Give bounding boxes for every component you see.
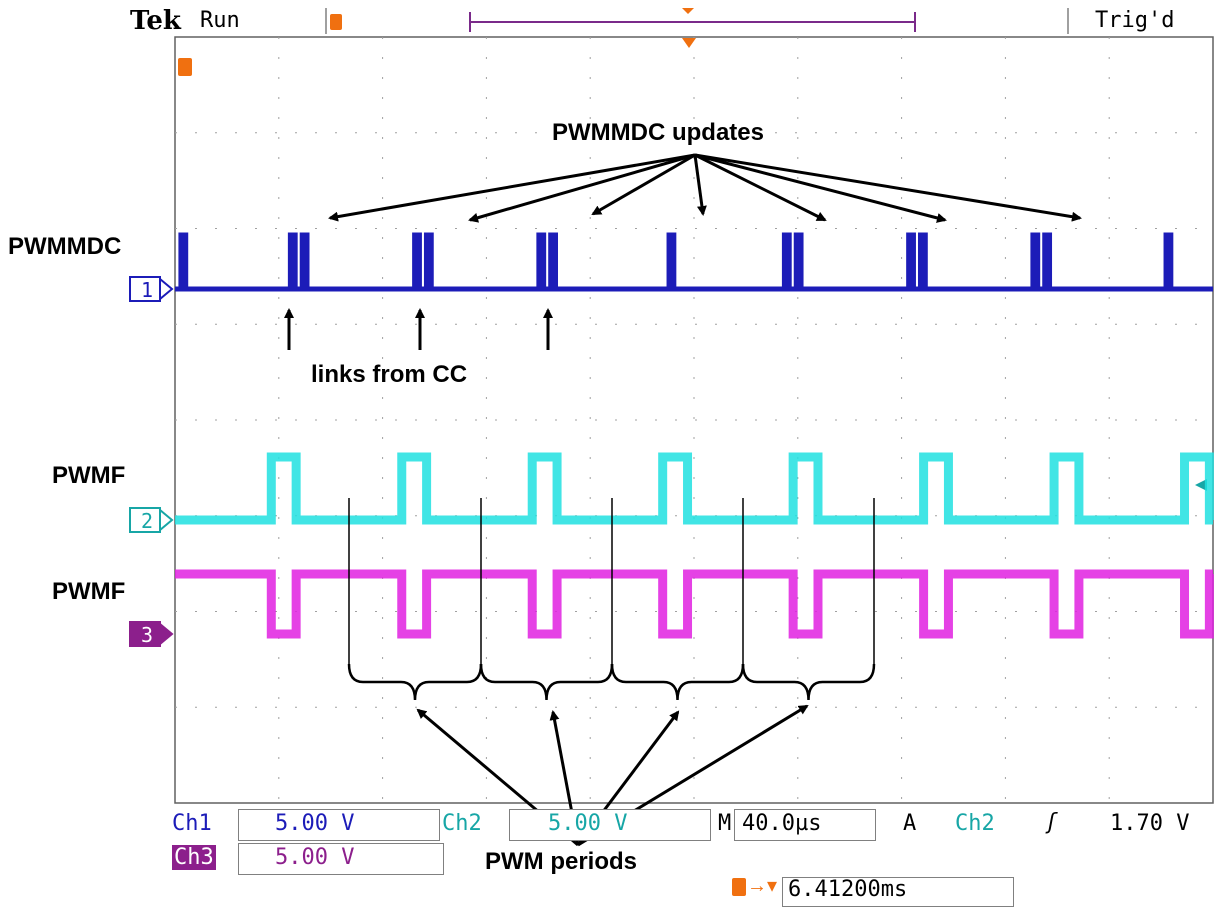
record-trigger-marker: [682, 8, 694, 14]
annotation-pwm-periods: PWM periods: [485, 848, 638, 875]
trigger-delay-box: [782, 877, 1014, 907]
trigger-level: 1.70 V: [1110, 811, 1190, 836]
ch3-scale: 5.00 V: [275, 845, 355, 870]
ch1-scale-box: [238, 809, 440, 841]
trigger-source: Ch2: [955, 811, 995, 836]
ch1-marker-arrow: [159, 276, 174, 302]
period-brace: [479, 663, 614, 701]
ch3-trace: [175, 569, 1214, 639]
graticule: [174, 8, 1214, 804]
trigger-status: Trig'd: [1095, 8, 1175, 33]
update-arrow: [694, 153, 947, 223]
graticule-frame: [174, 36, 1214, 804]
run-status: Run: [200, 8, 240, 33]
trigger-position-icon: [330, 14, 342, 30]
ch3-scale-box: [238, 843, 444, 875]
period-brace: [741, 663, 876, 701]
trigger-mode: A: [903, 811, 917, 836]
timebase-box: [734, 809, 876, 841]
label-pwmf-ch3: PWMF: [52, 578, 126, 605]
traces: [175, 232, 1214, 639]
ch2-marker-box: [129, 507, 161, 533]
label-pwmmdc: PWMMDC: [8, 233, 122, 260]
update-arrow: [694, 153, 1082, 222]
ch3-marker-arrow: [159, 621, 174, 647]
ch3-label: Ch3: [172, 845, 216, 870]
trigger-level-marker: [1195, 479, 1207, 491]
annotation-links-from-cc: links from CC: [307, 361, 472, 389]
update-arrow: [693, 154, 707, 216]
ch3-marker-label: 3: [141, 623, 153, 647]
record-window-bar: [469, 12, 916, 32]
ch1-scale: 5.00 V: [275, 811, 355, 836]
delay-arrow-icon: →▾: [747, 875, 778, 897]
ch1-trace: [175, 232, 1213, 292]
ch1-label: Ch1: [172, 811, 212, 836]
annotation-pwmmdc-updates: PWMMDC updates: [548, 119, 768, 147]
update-arrow: [694, 153, 827, 222]
ch1-marker-label: 1: [141, 278, 153, 302]
ch2-marker-arrow: [159, 507, 174, 533]
period-brace: [610, 663, 745, 701]
label-pwmf-ch2: PWMF: [52, 462, 126, 489]
period-brace: [347, 663, 483, 701]
timebase-prefix: M: [718, 811, 732, 836]
trigger-level-icon: [178, 58, 192, 76]
update-arrow: [591, 153, 696, 216]
ch2-trace: [175, 452, 1214, 525]
trigger-slope-icon: ʃ: [1045, 810, 1059, 835]
trigger-delay: 6.41200ms: [788, 877, 908, 902]
timebase-value: 40.0µs: [742, 811, 822, 836]
ch2-scale-box: [509, 809, 711, 841]
channel-markers: 1 2 3: [129, 276, 174, 647]
update-arrow: [328, 153, 696, 222]
update-arrow: [468, 153, 696, 223]
trigger-delay-icon: [732, 878, 746, 896]
brand-label: Tek: [130, 6, 181, 36]
ch2-label: Ch2: [442, 811, 482, 836]
ch2-marker-label: 2: [141, 509, 153, 533]
ch2-scale: 5.00 V: [548, 811, 628, 836]
trigger-time-marker: [682, 38, 696, 48]
